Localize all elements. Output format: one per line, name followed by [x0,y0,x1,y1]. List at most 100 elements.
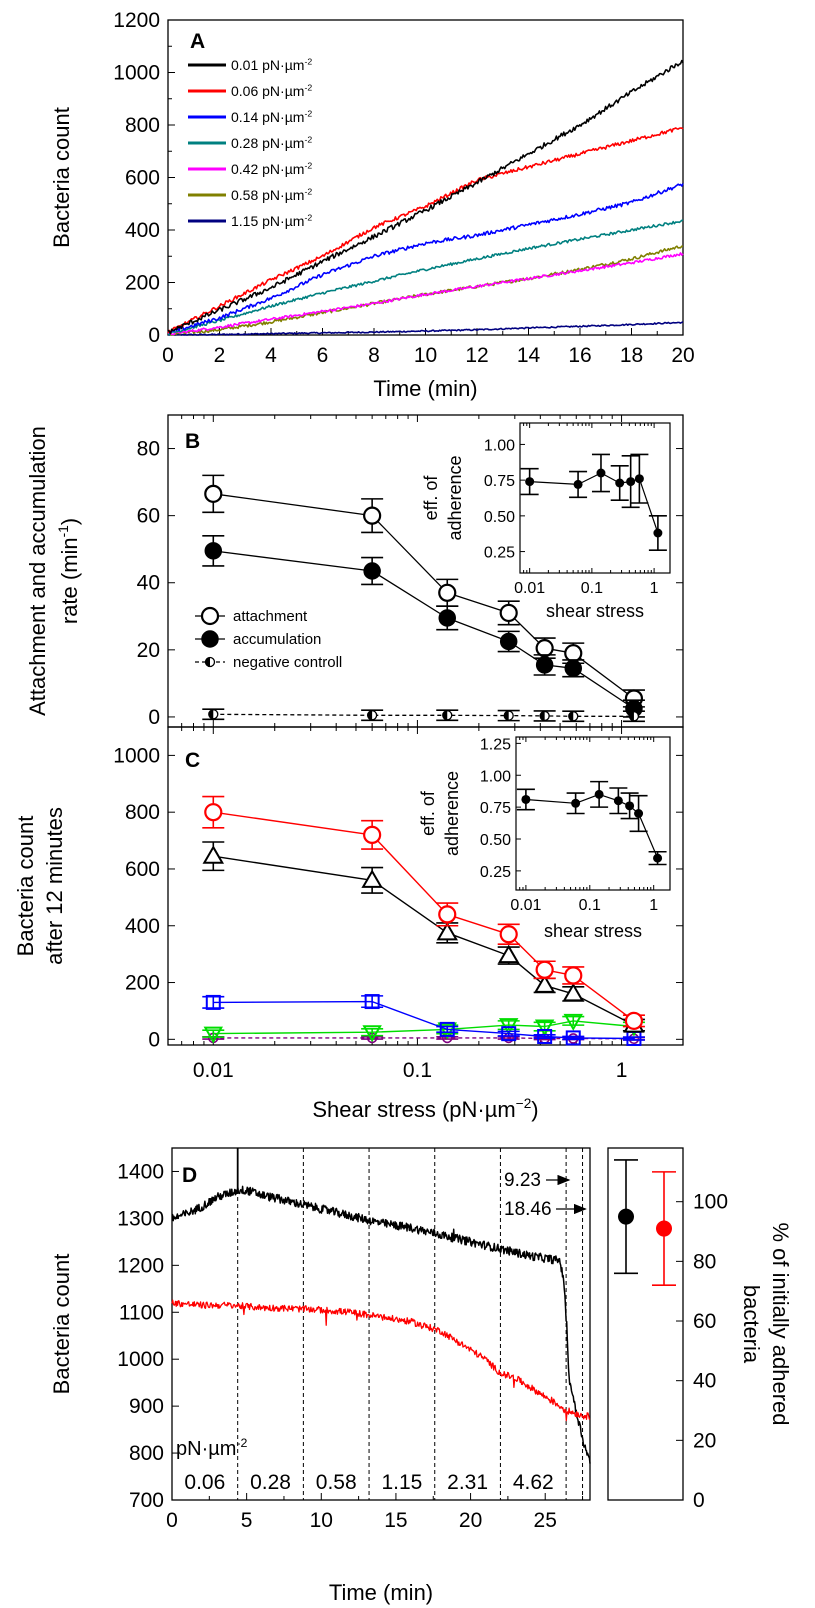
panel-c-x-axis-title-main: Shear stress (pN·µm [312,1097,515,1122]
panel-d-x-axis-title: Time (min) [329,1580,433,1605]
panel-b-y-tick-label: 60 [137,505,160,528]
panel-a-legend-label-0: 0.01 pN·µm-2 [231,56,312,73]
panel-d-x-tick-label: 10 [310,1509,333,1532]
panel-a-series-line-5 [167,245,684,336]
panel-b-inset-y-axis-title-2: adherence [445,455,465,540]
panel-c-x-tick-label: 0.01 [193,1059,234,1082]
panel-b-inset-point [573,479,583,489]
panel-b-point [366,710,378,721]
panel-d-right-point-1 [656,1220,672,1237]
panel-c-point [362,1025,382,1043]
panel-c-point [501,1026,517,1042]
panel-d-y-tick-label: 700 [129,1489,164,1512]
panel-d-y-tick-label: 1000 [117,1348,164,1371]
panel-b-inset-point [596,468,606,478]
panel-c-inset-point [571,798,581,808]
panel-a-series-line-4 [167,252,684,336]
panel-c-point [624,1011,644,1030]
panel-c-x-axis-title-end: ) [531,1097,538,1122]
panel-b-legend-marker-2-fill [205,657,210,667]
panel-b-point-fill [540,711,545,721]
panel-b-inset-frame [519,422,671,574]
panel-c-point [361,869,383,888]
panel-a-letter: A [190,30,205,53]
panel-c-point [498,1018,519,1036]
panel-d-segment-label: 4.62 [513,1471,554,1494]
panel-d-right-y-tick-label: 100 [693,1191,728,1214]
panel-b-point-fill [629,711,634,721]
panel-a-y-tick-label: 800 [125,114,160,137]
panel-a-x-tick-label: 0 [162,344,174,367]
panel-a-legend-label-6-main: 1.15 pN·µm [231,213,304,229]
panel-b-y-tick-label: 80 [137,438,160,461]
panel-a-legend-label-5-sup: -2 [304,186,312,196]
panel-c-inset-point [653,853,663,863]
panel-c-inset-x-tick-label: 1 [649,897,658,914]
panel-a-legend-label-1-main: 0.06 pN·µm [231,83,304,99]
panel-c-frame [167,726,684,1046]
panel-b-inset-y-tick-label: 0.25 [484,545,515,562]
panel-a-legend-label-3: 0.28 pN·µm-2 [231,134,312,151]
panel-b-point [568,711,579,722]
panel-b-legend-marker-2 [204,656,216,668]
panel-b-point [204,542,223,560]
panel-b-inset-point [626,477,636,487]
panel-c-inset-point [625,801,635,811]
panel-c: 0.01 0.1 1 0 200 400 600 800 1000 Shear stress (p… [13,726,684,1122]
panel-b-inset-point [653,528,663,538]
panel-b-point [438,583,457,602]
panel-d-y-tick-label: 800 [129,1442,164,1465]
panel-c-inset-y-axis-title: eff. of [418,790,438,836]
panel-b-legend-marker-0 [200,606,220,626]
panel-d-right-y-tick-label: 0 [693,1489,705,1512]
panel-d-right-y-tick-label: 20 [693,1429,716,1452]
panel-d-series-line-1 [171,1299,591,1422]
panel-c-letter: C [185,749,200,772]
panel-b-inset-x-axis-title: shear stress [546,601,644,621]
panel-c-x-tick-label: 0.1 [403,1059,432,1082]
panel-b-point-fill [442,710,448,720]
panel-a-y-tick-label: 400 [125,219,160,242]
panel-c-y-axis-title: Bacteria count [13,816,38,957]
panel-b-series-line-1 [213,550,635,710]
panel-c-point [535,960,554,979]
panel-a-y-tick-label: 1200 [113,9,160,32]
panel-d-y-tick-label: 1100 [119,1301,164,1324]
panel-b-legend-marker-1 [201,630,219,648]
panel-d-unit-label: pN·µm-2 [176,1436,248,1460]
panel-b-legend-label-0: attachment [233,608,308,625]
panel-d-unit-label-main: pN·µm [176,1438,236,1460]
panel-a-legend-label-6: 1.15 pN·µm-2 [231,212,312,229]
panel-b-point-fill [367,710,373,720]
panel-d-right-y-tick-label: 80 [693,1250,716,1273]
panel-a-legend-label-6-sup: -2 [304,212,312,222]
panel-d-right-frame [607,1147,684,1501]
panel-d-frame [171,1147,591,1501]
panel-c-inset-x-axis-title: shear stress [544,921,642,941]
panel-a-series-line-2 [167,183,684,335]
panel-c-inset-point [521,794,531,804]
panel-d-right-y-tick-label: 40 [693,1370,716,1393]
panel-d: 0 5 10 15 20 2570080090010001100120013001400T… [49,1147,793,1605]
panel-c-inset-frame [515,736,671,891]
panel-b-point [499,632,518,651]
panel-d-segment-label: 0.06 [184,1471,225,1494]
panel-d-arrow-label-1: 18.46 [504,1199,552,1220]
panel-d-right-y-axis-title-2: bacteria [739,1285,764,1364]
panel-a-x-tick-label: 12 [465,344,488,367]
panel-b-point [363,506,382,525]
panel-d-x-tick-label: 5 [241,1509,253,1532]
panel-d-series-line-0 [171,1185,591,1464]
panel-d-y-tick-label: 1200 [117,1254,164,1277]
panel-c-x-tick-label: 1 [616,1059,628,1082]
panel-a-legend-label-2-sup: -2 [304,108,312,118]
panel-a-legend-label-5: 0.58 pN·µm-2 [231,186,312,203]
panel-c-point [203,1026,224,1044]
panel-c-y-tick-label: 0 [148,1028,160,1051]
panel-a-x-tick-label: 18 [620,344,643,367]
panel-c-y-tick-label: 600 [125,858,160,881]
panel-a-y-tick-label: 0 [148,324,160,347]
panel-c-point [534,1019,555,1037]
panel-c-point [204,803,223,822]
